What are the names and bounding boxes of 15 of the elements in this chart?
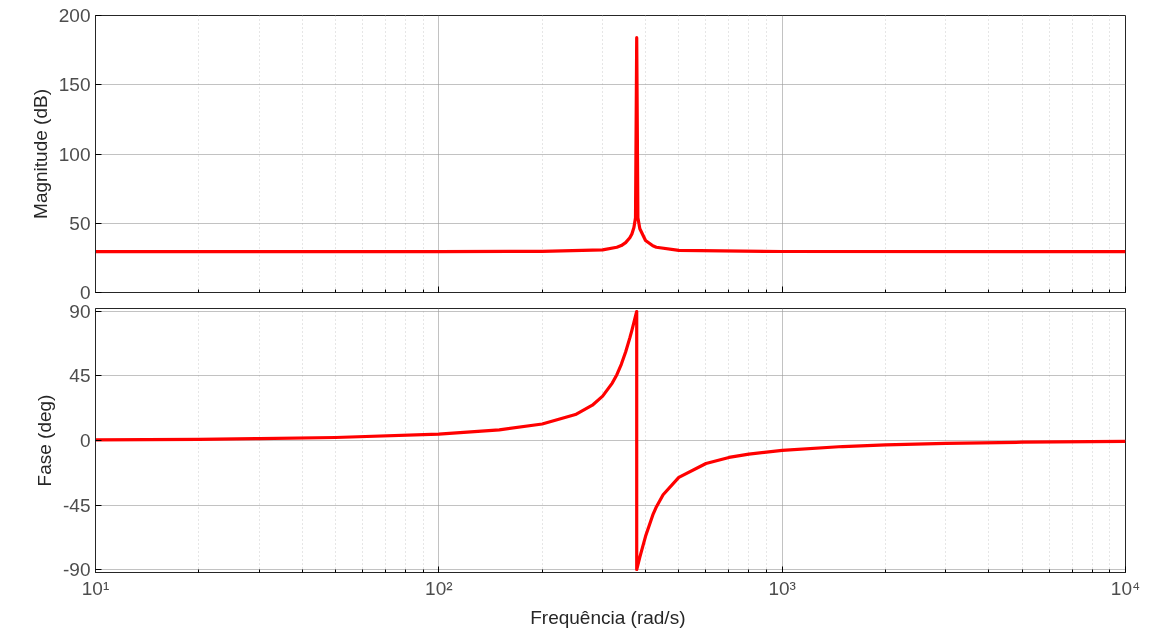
y-tick-label: 90 [69, 300, 91, 322]
x-tick-label: 10⁴ [1110, 577, 1141, 599]
y-axis-title: Magnitude (dB) [29, 89, 51, 219]
y-tick-label: 200 [58, 5, 91, 26]
y-axis-title: Fase (deg) [34, 394, 56, 487]
y-tick-label: 150 [58, 74, 91, 96]
x-tick-label: 10² [425, 577, 453, 599]
y-tick-label: -45 [63, 494, 91, 516]
y-tick-label: 100 [58, 143, 91, 165]
y-tick-label: 0 [79, 282, 91, 303]
y-tick-label: 50 [69, 212, 91, 234]
x-tick-label: 10³ [768, 577, 796, 599]
x-axis-title: Frequência (rad/s) [530, 606, 686, 628]
y-tick-label: 45 [69, 365, 91, 387]
y-tick-label: 0 [79, 430, 91, 451]
